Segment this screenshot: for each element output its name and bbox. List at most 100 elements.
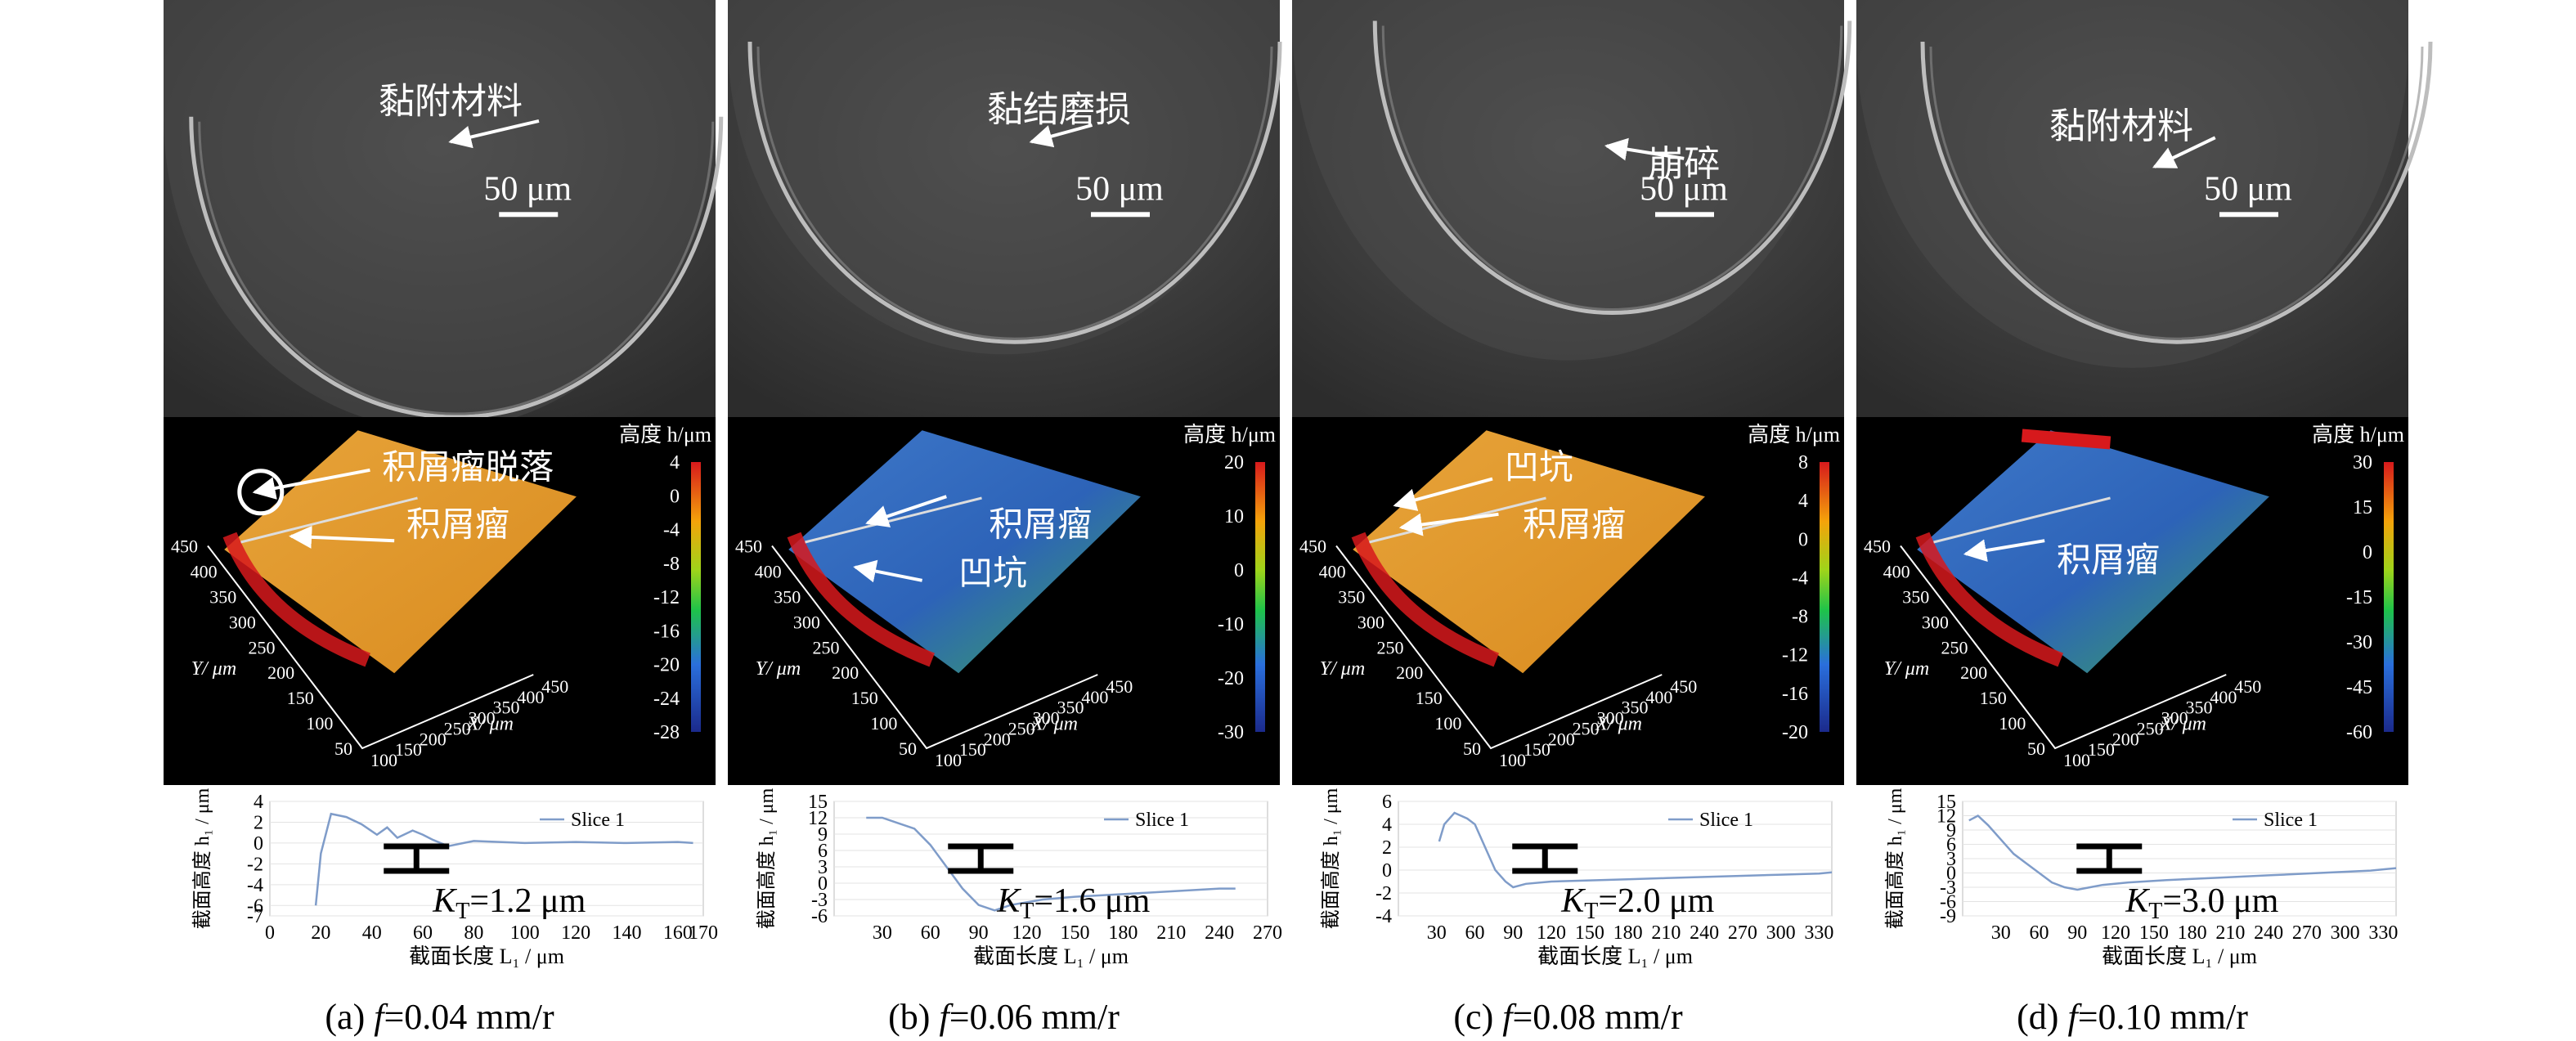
arrow-icon <box>448 119 540 149</box>
caption-prefix: (a) <box>325 997 374 1037</box>
sem-cutting-edge <box>1920 41 2433 344</box>
x-axis-title: 截面长度 L₁ / μm <box>409 945 564 968</box>
x-tick-label: 210 <box>2215 922 2245 944</box>
map-annotation: 积屑瘤 <box>1523 507 1626 545</box>
x-tick-label: 400 <box>1081 687 1108 707</box>
kt-symbol: K <box>1560 882 1586 920</box>
colorbar <box>691 462 701 732</box>
x-tick-label: 450 <box>541 676 568 697</box>
y-tick-label: 450 <box>171 536 198 557</box>
x-tick-label: 240 <box>1205 922 1234 944</box>
height-map-surface <box>1353 430 1705 674</box>
scale-bar <box>2219 212 2278 218</box>
map-annotation: 积屑瘤 <box>2057 542 2160 580</box>
colorbar-tick: -16 <box>653 621 680 642</box>
sem-annotation: 黏附材料 <box>2049 106 2193 146</box>
y-tick-label: -6 <box>247 895 263 917</box>
kt-value: =1.2 μm <box>469 882 586 920</box>
x-tick-label: 120 <box>2101 922 2130 944</box>
top-red-region <box>2021 429 2112 450</box>
kt-subscript: T <box>1584 899 1598 924</box>
y-tick-label: 3 <box>818 857 828 878</box>
y-tick-label: 0 <box>1946 864 1956 885</box>
scale-bar-label: 50 μm <box>1075 170 1164 208</box>
x-tick-label: 30 <box>873 922 892 944</box>
x-tick-label: 30 <box>1991 922 2011 944</box>
built-up-edge-region <box>222 532 370 667</box>
x-tick-label: 240 <box>2254 922 2283 944</box>
colorbar-tick: -16 <box>1782 684 1808 705</box>
kt-symbol: K <box>2125 882 2150 920</box>
y-tick-label: 300 <box>1922 612 1949 632</box>
section-line <box>1933 496 2111 544</box>
series-line <box>866 816 1236 912</box>
y-tick-label: 400 <box>1319 561 1346 581</box>
x-tick-label: 100 <box>2063 750 2090 770</box>
y-tick-label: 400 <box>191 561 218 581</box>
y-tick-label: 4 <box>1382 814 1392 836</box>
x-tick-label: 120 <box>561 922 590 944</box>
x-tick-label: 150 <box>395 739 422 760</box>
y-tick-label: -6 <box>1940 892 1956 913</box>
x-tick-label: 300 <box>1597 708 1624 729</box>
y-tick-label: 0 <box>818 873 828 895</box>
x-tick-label: 60 <box>1465 922 1485 944</box>
colorbar-tick: -10 <box>1218 614 1244 635</box>
colorbar-tick: 0 <box>1798 529 1808 550</box>
series-line <box>1968 814 2397 891</box>
x-tick-label: 270 <box>1253 922 1282 944</box>
x-tick-label: 350 <box>1621 698 1648 718</box>
colorbar-tick: -30 <box>2346 632 2372 653</box>
panel-caption: (a) f=0.04 mm/r <box>325 997 554 1037</box>
y-tick-label: 2 <box>254 812 263 833</box>
built-up-edge-region <box>787 532 935 667</box>
x-tick-label: 250 <box>1008 718 1035 738</box>
y-tick-label: 450 <box>735 536 762 557</box>
y-tick-label: 50 <box>899 738 917 759</box>
arrow-icon <box>1029 123 1093 148</box>
height-map-c: 5010015020025030035040045010015020025030… <box>1292 417 1844 785</box>
section-line <box>805 496 982 544</box>
x-tick-label: 350 <box>1057 698 1084 718</box>
sem-tool-face <box>1856 0 2408 368</box>
x-tick-label: 150 <box>1060 922 1089 944</box>
panel-caption: (c) f=0.08 mm/r <box>1453 997 1683 1037</box>
y-tick-label: 100 <box>1999 713 2026 734</box>
sem-annotation: 崩碎 <box>1648 144 1720 184</box>
map-axes <box>1335 545 1663 750</box>
colorbar <box>2384 462 2394 732</box>
y-axis-label: Y/ μm <box>191 658 236 680</box>
sem-annotation: 黏附材料 <box>379 81 523 121</box>
y-tick-label: 150 <box>851 688 878 708</box>
map-annotation: 积屑瘤 <box>406 507 509 545</box>
colorbar-tick: -20 <box>653 655 680 676</box>
colorbar-tick: 30 <box>2353 452 2372 473</box>
x-tick-label: 210 <box>1156 922 1186 944</box>
kt-subscript: T <box>1020 899 1034 924</box>
map-axes <box>771 545 1098 750</box>
y-axis-label: Y/ μm <box>756 658 801 680</box>
x-tick-label: 20 <box>311 922 330 944</box>
x-tick-label: 90 <box>1503 922 1523 944</box>
colorbar-tick: -24 <box>653 689 680 710</box>
x-tick-label: 60 <box>921 922 940 944</box>
kt-value: =3.0 μm <box>2162 882 2278 920</box>
x-tick-label: 300 <box>2161 708 2188 729</box>
x-tick-label: 160 <box>663 922 693 944</box>
y-axis-title: 截面高度 h₁ / μm <box>1884 787 1906 929</box>
arrow-icon <box>2152 136 2216 168</box>
x-tick-label: 140 <box>612 922 641 944</box>
scale-bar <box>1655 212 1714 218</box>
y-tick-label: 9 <box>1946 820 1956 841</box>
colorbar-tick: 4 <box>670 452 680 473</box>
x-tick-label: 300 <box>2331 922 2360 944</box>
sem-image-b: 黏结磨损 50 μm <box>728 0 1282 417</box>
y-tick-label: 15 <box>1936 792 1956 813</box>
y-tick-label: 150 <box>1416 688 1443 708</box>
y-tick-label: 350 <box>1902 586 1929 607</box>
y-tick-label: 150 <box>1980 688 2007 708</box>
caption-prefix: (d) <box>2017 997 2067 1037</box>
